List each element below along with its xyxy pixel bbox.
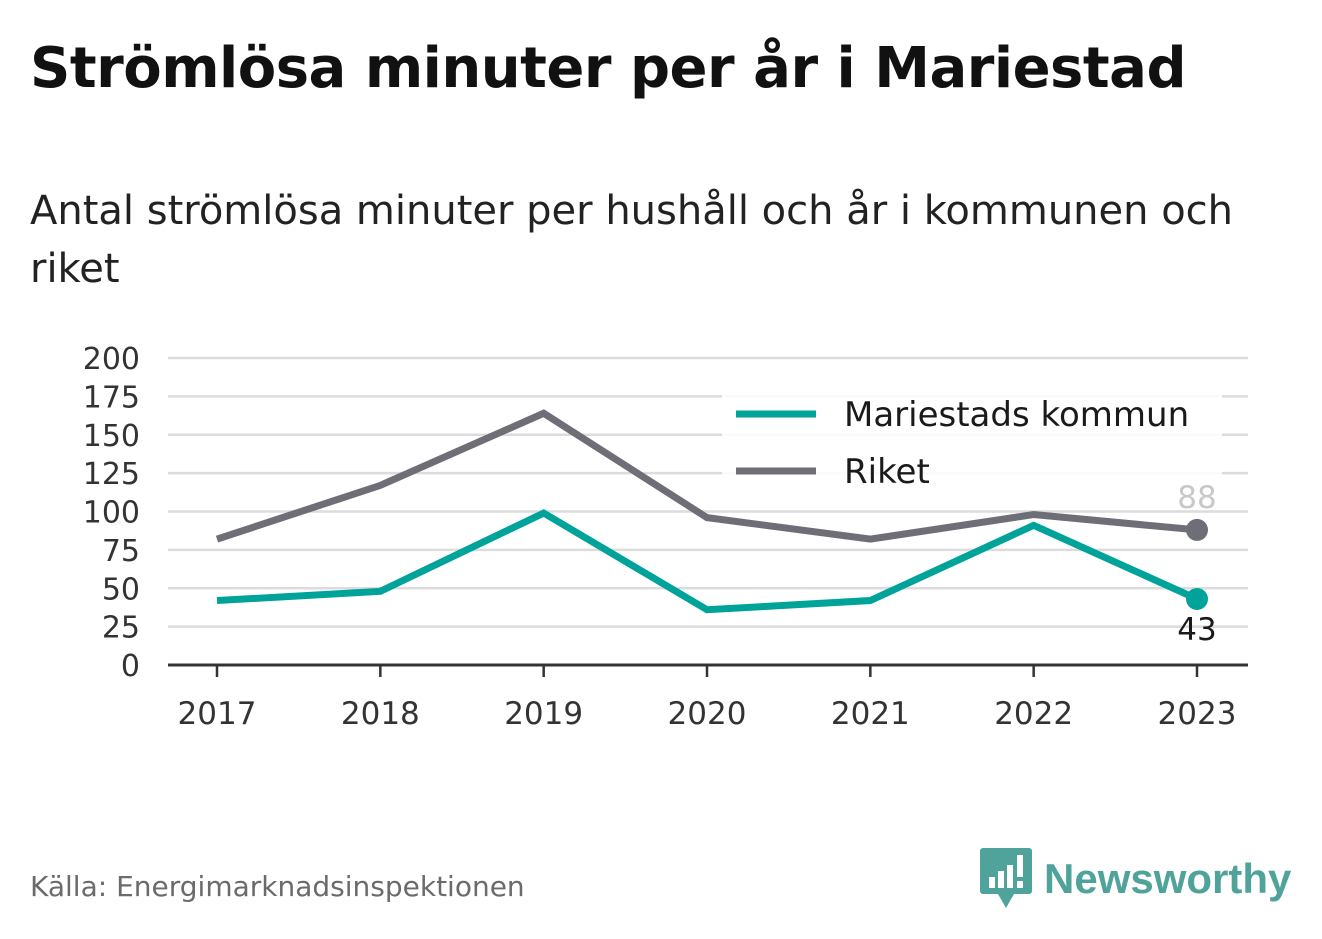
value-label-mariestad: 43 <box>1177 612 1216 648</box>
x-tick-label: 2020 <box>668 696 747 732</box>
x-axis: 2017 2018 2019 2020 2021 2022 2023 <box>168 663 1248 732</box>
y-tick-label: 75 <box>102 534 140 569</box>
legend-label: Riket <box>844 452 930 492</box>
y-tick-label: 50 <box>102 572 140 607</box>
y-tick-label: 25 <box>102 611 140 646</box>
x-tick-label: 2021 <box>831 696 910 732</box>
x-tick-label: 2019 <box>504 696 583 732</box>
y-tick-label: 0 <box>121 649 140 684</box>
series-line <box>216 509 1199 614</box>
x-tick-label: 2023 <box>1158 696 1237 732</box>
source-note: Källa: Energimarknadsinspektionen <box>30 870 525 903</box>
value-label-riket: 88 <box>1177 480 1216 516</box>
chart-subtitle: Antal strömlösa minuter per hushåll och … <box>30 188 1234 292</box>
series-lines <box>215 409 1208 614</box>
x-tick-label: 2018 <box>341 696 420 732</box>
end-value-labels: 43 88 <box>1177 480 1216 648</box>
series-line <box>215 409 1198 543</box>
brand-name: Newsworthy <box>1044 855 1292 902</box>
chart-title: Strömlösa minuter per år i Mariestad <box>30 36 1187 101</box>
newsworthy-logo-icon <box>980 848 1032 908</box>
y-tick-label: 200 <box>83 342 140 377</box>
y-tick-label: 100 <box>83 496 140 531</box>
y-tick-label: 175 <box>83 380 140 415</box>
x-tick-label: 2022 <box>994 696 1073 732</box>
legend: Mariestads kommun Riket <box>722 388 1222 500</box>
x-tick-label: 2017 <box>178 696 257 732</box>
legend-label: Mariestads kommun <box>844 395 1189 435</box>
y-tick-label: 125 <box>83 457 140 492</box>
legend-box <box>722 388 1222 500</box>
series-end-point <box>1186 587 1208 610</box>
series-end-point <box>1186 518 1208 541</box>
y-tick-label: 150 <box>83 419 140 454</box>
newsworthy-logo: Newsworthy <box>980 848 1291 910</box>
